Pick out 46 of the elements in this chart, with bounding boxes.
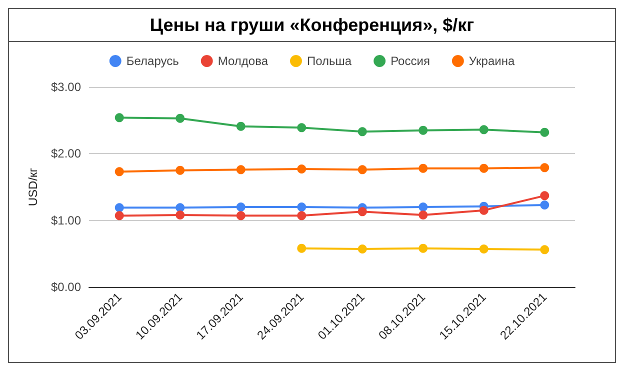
point <box>540 163 550 172</box>
y-axis-title: USD/кг <box>26 167 40 206</box>
point <box>358 244 367 254</box>
point <box>297 202 306 212</box>
y-tick-label: $1.00 <box>50 213 82 228</box>
legend-label: Молдова <box>218 54 268 68</box>
point <box>236 165 246 174</box>
point <box>418 164 428 173</box>
point <box>540 191 550 200</box>
point <box>479 125 488 134</box>
point <box>418 210 428 220</box>
point <box>540 200 550 210</box>
point <box>479 206 488 215</box>
point <box>297 164 306 174</box>
point <box>479 244 488 254</box>
point <box>297 211 306 220</box>
y-tick-label: $3.00 <box>50 80 82 94</box>
point <box>479 164 488 173</box>
point <box>176 166 185 175</box>
point <box>114 203 124 212</box>
point <box>114 211 124 220</box>
point <box>358 207 367 216</box>
chart-title: Цены на груши «Конференция», $/кг <box>9 9 615 42</box>
legend-label: Россия <box>390 54 430 68</box>
y-tick-label: $0.00 <box>50 280 82 294</box>
point <box>236 202 246 212</box>
legend-label: Беларусь <box>126 54 179 68</box>
point <box>114 167 124 176</box>
point <box>358 165 367 174</box>
point <box>236 211 246 220</box>
point <box>358 127 367 136</box>
point <box>297 123 306 132</box>
point <box>540 245 550 254</box>
point <box>540 128 550 137</box>
point <box>418 202 428 212</box>
point <box>176 114 185 123</box>
point <box>114 113 124 122</box>
y-tick-label: $2.00 <box>50 146 82 161</box>
point <box>176 203 185 212</box>
point <box>418 244 428 253</box>
point <box>176 210 185 220</box>
legend-label: Украина <box>468 54 515 68</box>
legend-label: Польша <box>306 54 352 68</box>
point <box>418 126 428 135</box>
point <box>297 244 306 253</box>
point <box>236 122 246 131</box>
